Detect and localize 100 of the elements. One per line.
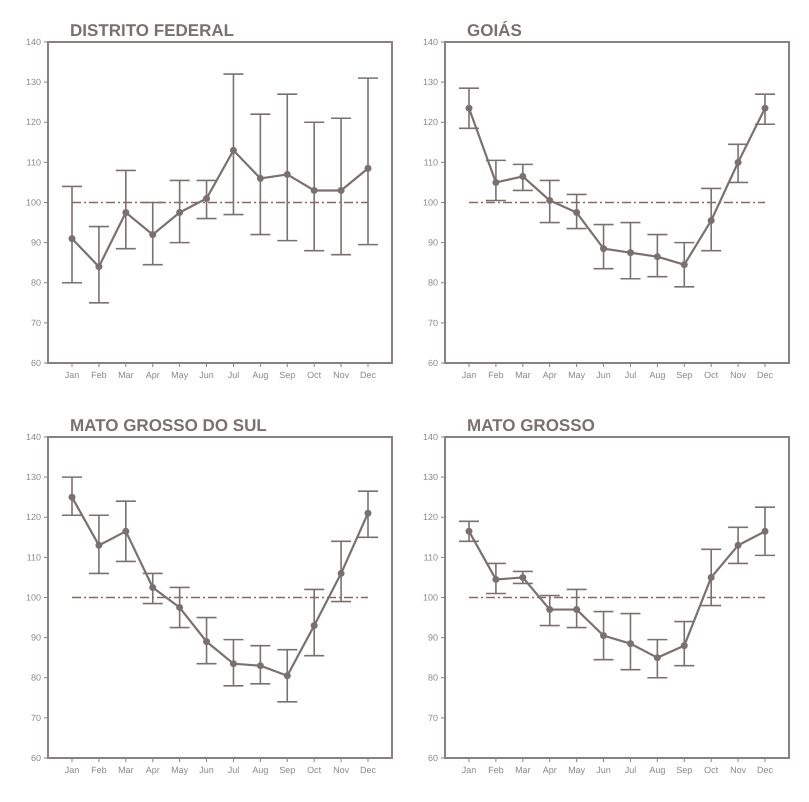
x-tick-label: Oct xyxy=(307,370,322,380)
point xyxy=(68,235,76,242)
y-tick-label: 80 xyxy=(30,278,41,288)
x-tick-label: Jan xyxy=(64,370,80,380)
point xyxy=(680,642,688,650)
y-tick-label: 60 xyxy=(30,358,41,368)
y-tick-label: 140 xyxy=(422,36,438,47)
y-tick-label: 120 xyxy=(422,117,438,128)
x-tick-label: Jun xyxy=(199,370,214,380)
point xyxy=(310,622,318,630)
y-tick-label: 70 xyxy=(428,712,438,723)
point xyxy=(573,209,580,216)
x-tick-label: Sep xyxy=(279,765,296,775)
y-tick-label: 130 xyxy=(26,77,41,88)
point xyxy=(284,170,291,178)
chart-title: GOIÁS xyxy=(467,20,522,40)
point xyxy=(492,178,500,186)
y-tick-label: 70 xyxy=(30,318,41,328)
point xyxy=(546,606,554,614)
x-tick-label: Dec xyxy=(756,370,774,380)
y-tick-label: 70 xyxy=(30,712,41,723)
y-tick-label: 140 xyxy=(26,36,41,47)
x-tick-label: Jun xyxy=(199,765,214,775)
point xyxy=(68,494,76,501)
point xyxy=(149,584,156,591)
point xyxy=(654,654,661,662)
point xyxy=(492,576,500,583)
x-tick-label: Oct xyxy=(704,765,719,775)
y-tick-label: 130 xyxy=(422,472,438,482)
x-tick-label: Oct xyxy=(307,765,322,775)
point xyxy=(466,104,472,112)
point xyxy=(176,209,184,216)
y-tick-label: 120 xyxy=(26,117,41,128)
x-tick-label: Apr xyxy=(542,765,557,775)
y-tick-label: 90 xyxy=(30,632,41,643)
y-tick-label: 60 xyxy=(428,358,438,368)
point xyxy=(600,245,608,252)
x-tick-label: Apr xyxy=(146,370,160,380)
point xyxy=(230,660,237,668)
chart-title: MATO GROSSO xyxy=(467,416,595,435)
point xyxy=(762,528,768,535)
x-tick-label: Sep xyxy=(279,370,296,380)
x-tick-label: Jul xyxy=(228,765,240,775)
x-tick-label: May xyxy=(568,370,586,380)
point xyxy=(364,510,372,517)
point xyxy=(338,186,345,194)
point xyxy=(626,249,634,256)
y-tick-label: 60 xyxy=(428,752,438,763)
x-tick-label: Apr xyxy=(542,370,557,380)
y-tick-label: 140 xyxy=(422,432,438,442)
y-tick-label: 90 xyxy=(428,238,438,248)
y-tick-label: 90 xyxy=(428,632,438,643)
x-tick-label: May xyxy=(568,765,586,775)
point xyxy=(338,570,345,577)
point xyxy=(519,574,526,581)
y-tick-label: 110 xyxy=(424,552,438,562)
chart-title: DISTRITO FEDERAL xyxy=(70,21,234,40)
x-tick-label: Jul xyxy=(624,370,636,380)
point xyxy=(734,542,742,549)
x-tick-label: Aug xyxy=(649,370,666,380)
x-tick-label: Oct xyxy=(704,370,719,380)
x-tick-label: Apr xyxy=(146,765,160,775)
point xyxy=(203,194,210,202)
y-tick-label: 140 xyxy=(26,432,41,442)
point xyxy=(762,104,768,112)
y-tick-label: 80 xyxy=(30,672,41,683)
x-tick-label: Mar xyxy=(515,765,531,775)
y-tick-label: 130 xyxy=(26,472,41,482)
x-tick-label: Dec xyxy=(360,370,376,380)
point xyxy=(708,574,715,581)
x-tick-label: Feb xyxy=(91,370,107,380)
x-tick-label: Mar xyxy=(118,765,134,775)
y-tick-label: 110 xyxy=(26,157,41,168)
point xyxy=(680,261,688,268)
x-tick-label: Jul xyxy=(228,370,240,380)
x-tick-label: Sep xyxy=(676,765,692,775)
point xyxy=(310,186,318,194)
x-tick-label: Nov xyxy=(333,370,350,380)
point xyxy=(149,231,156,238)
y-tick-label: 60 xyxy=(30,752,41,763)
point xyxy=(734,158,742,166)
point xyxy=(122,528,130,535)
x-tick-label: Nov xyxy=(333,765,350,775)
point xyxy=(95,542,102,549)
x-tick-label: Sep xyxy=(676,370,692,380)
point xyxy=(256,174,264,182)
y-tick-label: 130 xyxy=(422,77,438,88)
y-tick-label: 100 xyxy=(422,592,438,602)
y-tick-label: 110 xyxy=(424,157,438,168)
y-tick-label: 80 xyxy=(428,672,438,683)
point xyxy=(654,253,661,260)
y-tick-label: 100 xyxy=(26,592,41,602)
y-tick-label: 80 xyxy=(428,278,438,288)
point xyxy=(708,217,715,224)
point xyxy=(546,196,554,204)
y-tick-label: 70 xyxy=(428,318,438,328)
chart-title: MATO GROSSO DO SUL xyxy=(70,416,267,435)
x-tick-label: May xyxy=(171,370,189,380)
x-tick-label: Jan xyxy=(64,765,80,775)
x-tick-label: Jan xyxy=(462,765,476,775)
